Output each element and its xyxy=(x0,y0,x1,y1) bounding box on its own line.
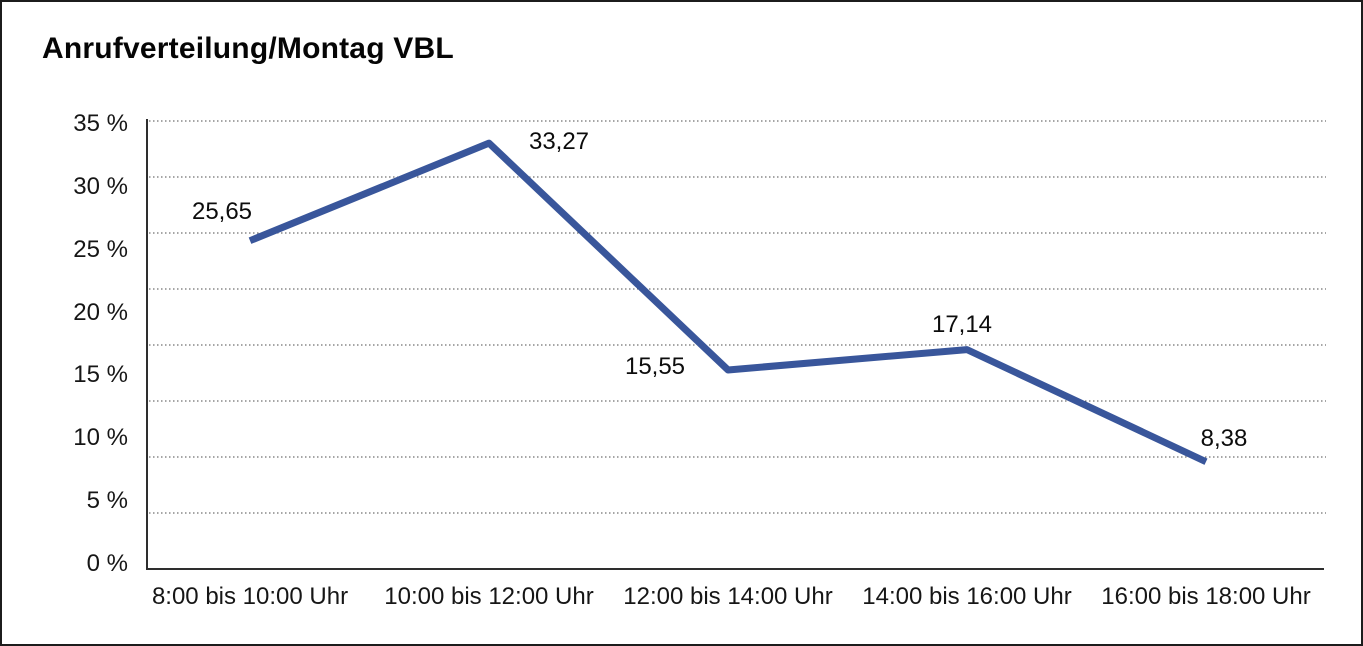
y-axis-tick-label: 25 % xyxy=(73,235,128,263)
x-axis-category-label: 16:00 bis 18:00 Uhr xyxy=(1101,583,1311,610)
y-axis-tick-label: 35 % xyxy=(73,110,128,137)
data-point-label: 25,65 xyxy=(191,197,253,225)
data-point-label: 17,14 xyxy=(931,310,993,338)
y-axis-tick-label: 20 % xyxy=(73,298,128,326)
y-axis-tick-label: 30 % xyxy=(73,172,128,200)
x-axis-category-label: 10:00 bis 12:00 Uhr xyxy=(384,583,594,610)
data-point-label: 8,38 xyxy=(1200,424,1248,452)
x-axis-category-label: 8:00 bis 10:00 Uhr xyxy=(151,583,349,610)
x-axis-category-label: 14:00 bis 16:00 Uhr xyxy=(862,583,1072,610)
chart-title: Anrufverteilung/Montag VBL xyxy=(42,32,454,65)
y-axis-tick-label: 0 % xyxy=(86,550,128,577)
y-axis-tick-label: 10 % xyxy=(73,424,128,452)
x-axis-category-label: 12:00 bis 14:00 Uhr xyxy=(623,583,833,610)
data-point-label: 33,27 xyxy=(528,128,590,156)
y-axis-tick-label: 5 % xyxy=(86,487,128,515)
data-point-label: 15,55 xyxy=(624,352,686,380)
series-line xyxy=(248,139,1208,465)
y-axis-tick-label: 15 % xyxy=(73,361,128,389)
